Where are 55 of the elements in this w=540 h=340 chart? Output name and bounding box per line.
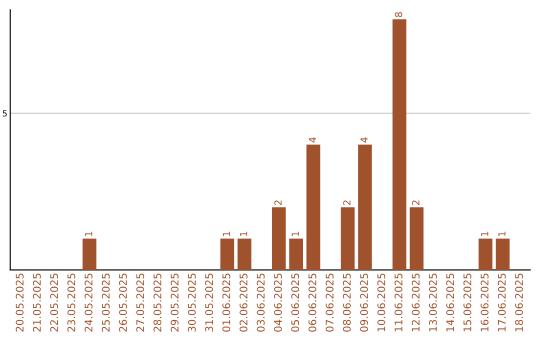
x-tick-label: 06.06.2025 xyxy=(308,274,316,332)
bar xyxy=(220,238,234,270)
x-tick-label: 11.06.2025 xyxy=(394,274,402,332)
x-tick-label: 07.06.2025 xyxy=(326,274,334,332)
x-tick-label: 04.06.2025 xyxy=(274,274,282,332)
data-label: 2 xyxy=(412,200,420,206)
bar xyxy=(340,207,355,270)
data-label: 1 xyxy=(222,232,230,236)
y-tick-label: 5 xyxy=(2,110,7,117)
data-label: 1 xyxy=(498,232,506,236)
bar xyxy=(496,238,510,270)
bar xyxy=(478,238,492,270)
data-label: 4 xyxy=(308,137,316,143)
x-tick-label: 10.06.2025 xyxy=(377,274,386,332)
x-tick-label: 24.05.2025 xyxy=(84,274,92,332)
bar xyxy=(238,238,252,270)
x-tick-label: 20.05.2025 xyxy=(16,274,24,332)
x-tick-label: 22.05.2025 xyxy=(50,274,58,332)
x-tick-label: 02.06.2025 xyxy=(240,274,248,332)
x-tick-label: 21.05.2025 xyxy=(32,274,41,332)
x-tick-label: 13.06.2025 xyxy=(428,274,437,332)
x-tick-label: 12.06.2025 xyxy=(412,274,420,332)
data-label: 8 xyxy=(394,12,402,18)
data-label: 2 xyxy=(274,200,282,206)
x-tick-label: 05.06.2025 xyxy=(291,274,300,332)
x-tick-label: 23.05.2025 xyxy=(67,274,76,332)
bar xyxy=(410,207,424,270)
data-label: 2 xyxy=(343,200,350,206)
data-label: 1 xyxy=(240,232,248,236)
x-tick-label: 18.06.2025 xyxy=(515,274,523,332)
data-label: 1 xyxy=(481,232,488,236)
x-tick-label: 16.06.2025 xyxy=(480,274,489,332)
x-tick-label: 09.06.2025 xyxy=(360,274,368,332)
x-tick-label: 15.06.2025 xyxy=(463,274,472,332)
bar xyxy=(82,238,96,270)
bar xyxy=(358,144,372,270)
data-label: 1 xyxy=(85,232,92,236)
x-tick-label: 17.06.2025 xyxy=(498,274,506,332)
x-tick-label: 14.06.2025 xyxy=(446,274,454,332)
x-tick-label: 31.05.2025 xyxy=(205,274,214,332)
x-tick-label: 29.05.2025 xyxy=(170,274,179,332)
bar xyxy=(289,238,303,270)
x-tick-label: 28.05.2025 xyxy=(153,274,162,332)
bar xyxy=(392,19,406,270)
x-tick-label: 25.05.2025 xyxy=(102,274,110,332)
x-tick-label: 26.05.2025 xyxy=(119,274,127,332)
x-tick-label: 08.06.2025 xyxy=(342,274,351,332)
x-tick-label: 03.06.2025 xyxy=(256,274,265,332)
bar xyxy=(306,144,320,270)
data-label: 4 xyxy=(360,137,368,143)
x-tick-label: 01.06.2025 xyxy=(222,274,230,332)
data-label: 1 xyxy=(292,232,299,236)
x-tick-label: 27.05.2025 xyxy=(136,274,144,332)
bar xyxy=(272,207,286,270)
x-tick-label: 30.05.2025 xyxy=(188,274,196,332)
